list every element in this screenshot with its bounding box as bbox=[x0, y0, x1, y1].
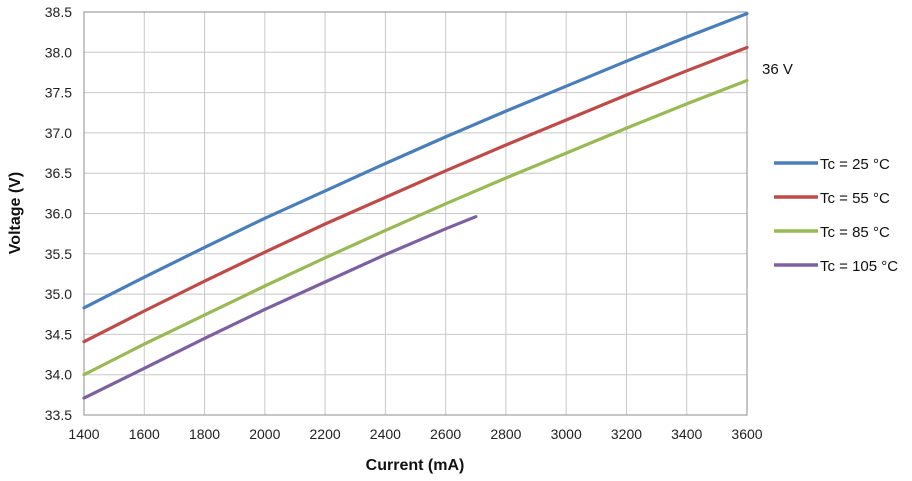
x-tick-label: 2800 bbox=[490, 426, 521, 442]
series-line-3 bbox=[82, 78, 749, 377]
y-tick-label: 38.0 bbox=[45, 44, 72, 60]
y-axis-title: Voltage (V) bbox=[7, 172, 24, 254]
x-tick-label: 2000 bbox=[249, 426, 280, 442]
y-tick-label: 33.5 bbox=[45, 407, 72, 423]
y-tick-label: 38.5 bbox=[45, 4, 72, 20]
series-line-2 bbox=[82, 45, 749, 344]
legend: Tc = 25 °C Tc = 55 °C Tc = 85 °C Tc = 105 °… bbox=[774, 156, 898, 275]
x-tick-label: 1600 bbox=[129, 426, 160, 442]
series-lines bbox=[82, 12, 749, 400]
x-tick-label: 2600 bbox=[430, 426, 461, 442]
x-tick-label: 2400 bbox=[370, 426, 401, 442]
legend-label: Tc = 55 °C bbox=[820, 190, 890, 207]
legend-label: Tc = 85 °C bbox=[820, 224, 890, 241]
x-tick-label: 3000 bbox=[551, 426, 582, 442]
y-tick-label: 37.5 bbox=[45, 85, 72, 101]
y-tick-label: 35.5 bbox=[45, 246, 72, 262]
x-tick-label: 1800 bbox=[189, 426, 220, 442]
x-tick-label: 3400 bbox=[671, 426, 702, 442]
y-tick-label: 37.0 bbox=[45, 125, 72, 141]
legend-label: Tc = 105 °C bbox=[820, 258, 898, 275]
y-tick-label: 36.5 bbox=[45, 165, 72, 181]
x-tick-label: 1400 bbox=[68, 426, 99, 442]
voltage-annotation: 36 V bbox=[762, 61, 793, 78]
x-tick-label: 3200 bbox=[611, 426, 642, 442]
y-tick-label: 34.5 bbox=[45, 326, 72, 342]
y-tick-label: 34.0 bbox=[45, 367, 72, 383]
y-tick-label: 36.0 bbox=[45, 206, 72, 222]
legend-label: Tc = 25 °C bbox=[820, 156, 890, 173]
y-tick-label: 35.0 bbox=[45, 286, 72, 302]
plot-area-frame bbox=[83, 11, 748, 416]
x-axis-title: Current (mA) bbox=[366, 457, 465, 474]
x-tick-label: 3600 bbox=[731, 426, 762, 442]
series-line-1 bbox=[82, 12, 749, 310]
series-line-4 bbox=[82, 215, 478, 400]
x-tick-labels: 1400 1600 1800 2000 2200 2400 2600 2800 3000 3200… bbox=[68, 426, 762, 442]
grid-lines bbox=[83, 11, 748, 416]
y-tick-labels: 33.5 34.0 34.5 35.0 35.5 36.0 36.5 37.0 37.5 38.0… bbox=[45, 4, 72, 423]
x-tick-label: 2200 bbox=[310, 426, 341, 442]
